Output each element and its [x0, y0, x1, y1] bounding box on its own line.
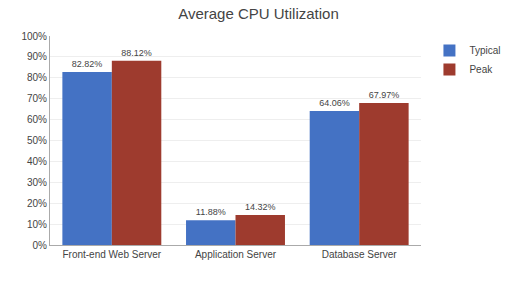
svg-text:70%: 70% [27, 93, 47, 104]
svg-text:20%: 20% [27, 198, 47, 209]
svg-text:0%: 0% [33, 240, 48, 251]
svg-text:60%: 60% [27, 114, 47, 125]
svg-text:Peak: Peak [469, 64, 493, 75]
svg-text:30%: 30% [27, 177, 47, 188]
svg-text:82.82%: 82.82% [72, 59, 103, 69]
svg-text:80%: 80% [27, 72, 47, 83]
svg-text:10%: 10% [27, 219, 47, 230]
svg-text:90%: 90% [27, 51, 47, 62]
svg-text:Typical: Typical [469, 45, 500, 56]
svg-text:64.06%: 64.06% [319, 98, 350, 108]
svg-text:Average CPU Utilization: Average CPU Utilization [178, 5, 339, 22]
svg-text:40%: 40% [27, 156, 47, 167]
svg-text:50%: 50% [27, 135, 47, 146]
svg-text:88.12%: 88.12% [121, 48, 152, 58]
svg-text:Front-end Web Server: Front-end Web Server [62, 249, 161, 260]
svg-text:Database Server: Database Server [322, 249, 398, 260]
svg-text:Application Server: Application Server [195, 249, 277, 260]
svg-text:14.32%: 14.32% [245, 202, 276, 212]
svg-text:67.97%: 67.97% [369, 90, 400, 100]
svg-text:11.88%: 11.88% [196, 207, 226, 217]
svg-text:100%: 100% [21, 31, 47, 42]
